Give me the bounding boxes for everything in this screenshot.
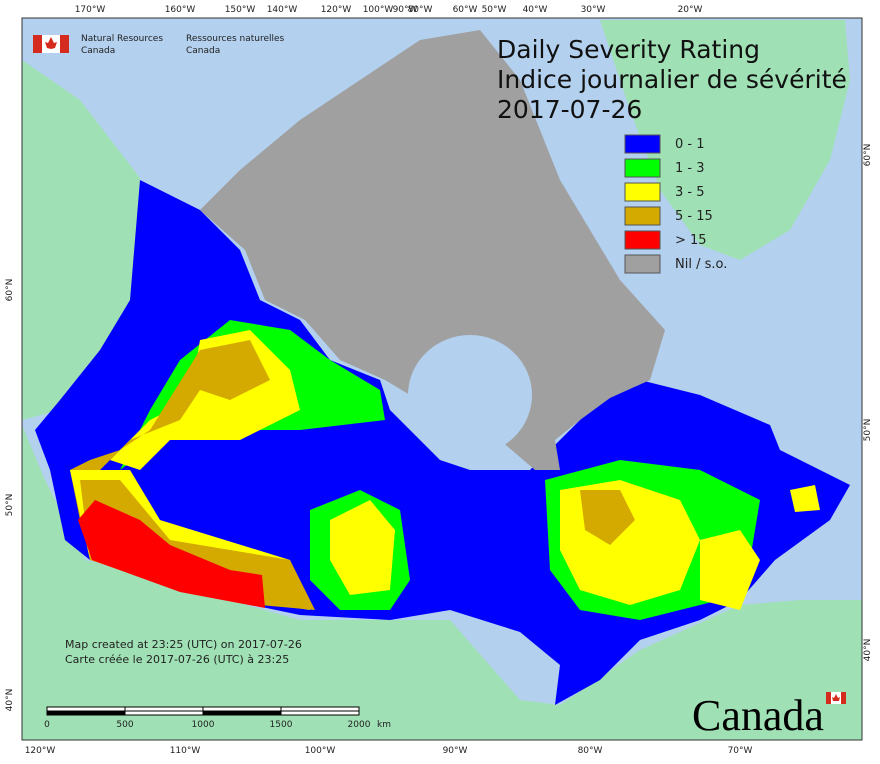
scale-segment (124, 706, 204, 712)
graticule-label: 120°W (25, 746, 56, 756)
graticule-label: 110°W (170, 746, 201, 756)
graticule-label: 80°W (408, 5, 433, 15)
frame (21, 17, 863, 741)
graticule-label: 150°W (225, 5, 256, 15)
hudson-bay (408, 335, 532, 455)
scale-segment (124, 710, 204, 716)
title-date: 2017-07-26 (497, 95, 642, 124)
patch-yellow-3 (330, 500, 395, 595)
legend-label: 5 - 15 (675, 209, 713, 224)
scale-segment (280, 710, 360, 716)
graticule-label: 60°N (5, 279, 15, 302)
graticule-label: 90°W (443, 746, 468, 756)
graticule-label: 50°W (482, 5, 507, 15)
graticule-label: 100°W (363, 5, 394, 15)
alaska (22, 60, 140, 420)
graticule-label: 160°W (165, 5, 196, 15)
created-fr: Carte créée le 2017-07-26 (UTC) à 23:25 (65, 653, 289, 666)
patch-yellow-5 (700, 530, 760, 610)
map-body (21, 17, 863, 741)
graticule-label: 50°N (5, 494, 15, 517)
flag-bar (60, 35, 69, 53)
graticule-label: 80°W (578, 746, 603, 756)
title-fr: Indice journalier de sévérité (497, 65, 847, 94)
legend-label: 1 - 3 (675, 161, 705, 176)
graticule-label: 100°W (305, 746, 336, 756)
scale-unit: km (377, 720, 391, 730)
scale-segment (280, 706, 360, 712)
agency-block: Natural Resources Canada Ressources natu… (33, 34, 285, 56)
graticule-label: 40°W (523, 5, 548, 15)
scale-label: 500 (116, 720, 133, 730)
scale-label: 1000 (192, 720, 215, 730)
scale-segment (46, 706, 126, 712)
flag-bar (33, 35, 42, 53)
agency-fr: Ressources naturelles (186, 34, 285, 44)
graticule-label: 120°W (321, 5, 352, 15)
wordmark-text: Canada (692, 691, 824, 740)
legend-label: > 15 (675, 233, 707, 248)
scale-segment (202, 710, 282, 716)
legend-swatch (624, 254, 661, 274)
arctic (200, 30, 665, 470)
scale-segment (46, 710, 126, 716)
graticule-label: 50°N (863, 419, 873, 442)
agency-en: Canada (81, 46, 115, 56)
scale-label: 1500 (270, 720, 293, 730)
wordmark-leaf (832, 694, 840, 701)
graticule-label: 40°N (5, 689, 15, 712)
legend-swatch (624, 182, 661, 202)
maple-leaf (45, 37, 57, 49)
legend-swatch (624, 158, 661, 178)
legend-swatch (624, 134, 661, 154)
graticule-label: 20°W (678, 5, 703, 15)
legend-swatch (624, 230, 661, 250)
created-en: Map created at 23:25 (UTC) on 2017-07-26 (65, 638, 302, 651)
graticule-label: 90°W (393, 5, 418, 15)
patch-yellow-6 (790, 485, 820, 512)
graticule-label: 40°N (863, 639, 873, 662)
legend-label: 3 - 5 (675, 185, 705, 200)
agency-en: Natural Resources (81, 34, 163, 44)
scale-segment (202, 706, 282, 712)
greenland (600, 20, 850, 260)
scale-label: 2000 (348, 720, 371, 730)
graticule-label: 70°W (728, 746, 753, 756)
patch-red (78, 500, 265, 608)
legend-label: 0 - 1 (675, 137, 705, 152)
patch-orange (70, 340, 270, 520)
legend-swatch (624, 206, 661, 226)
title-en: Daily Severity Rating (497, 35, 760, 64)
graticule-label: 140°W (267, 5, 298, 15)
usa (22, 425, 862, 740)
agency-fr: Canada (186, 46, 220, 56)
graticule-label: 170°W (75, 5, 106, 15)
graticule-label: 60°N (863, 144, 873, 167)
wordmark: Canada (692, 691, 846, 740)
patch-orange-3 (580, 490, 635, 545)
graticule-label: 60°W (453, 5, 478, 15)
scale-label: 0 (44, 720, 50, 730)
graticule-label: 30°W (581, 5, 606, 15)
legend-label: Nil / s.o. (675, 257, 727, 272)
